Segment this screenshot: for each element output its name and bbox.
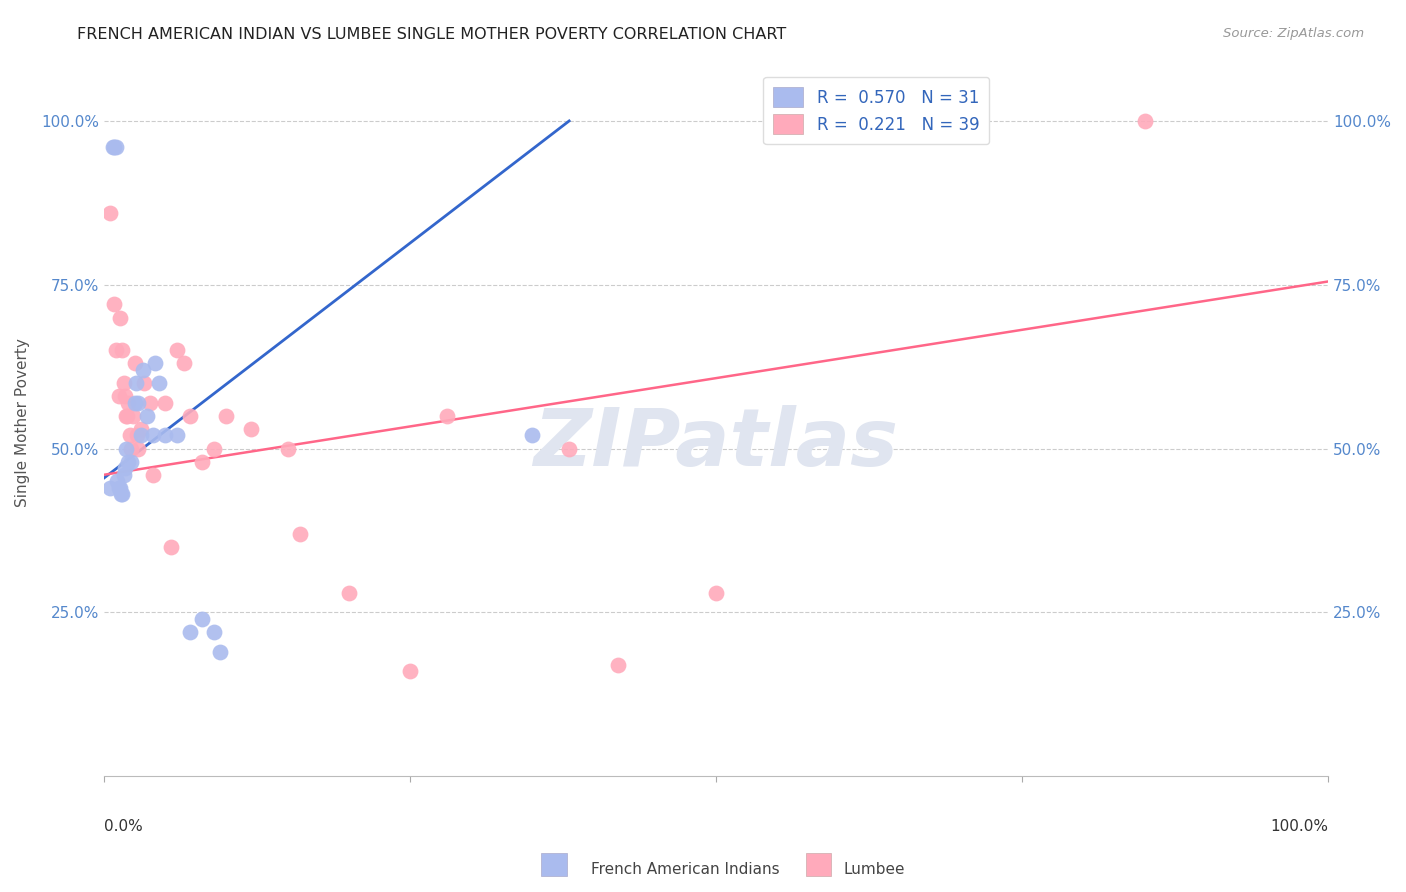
Y-axis label: Single Mother Poverty: Single Mother Poverty — [15, 338, 30, 507]
Point — [107, 389, 129, 403]
Text: 100.0%: 100.0% — [1270, 819, 1329, 834]
Point — [107, 475, 129, 489]
Point — [122, 409, 145, 423]
Text: FRENCH AMERICAN INDIAN VS LUMBEE SINGLE MOTHER POVERTY CORRELATION CHART: FRENCH AMERICAN INDIAN VS LUMBEE SINGLE … — [77, 27, 786, 42]
Text: Lumbee: Lumbee — [844, 863, 905, 877]
Point — [191, 612, 214, 626]
Point — [142, 428, 165, 442]
Point — [120, 455, 142, 469]
Point — [337, 585, 360, 599]
Point — [118, 428, 141, 442]
Point — [112, 467, 135, 482]
Point — [115, 409, 138, 423]
Point — [166, 343, 188, 358]
Point — [120, 442, 142, 456]
Point — [142, 467, 165, 482]
Point — [1133, 114, 1156, 128]
Point — [108, 481, 131, 495]
Point — [209, 645, 232, 659]
Point — [173, 356, 195, 370]
Point — [153, 395, 176, 409]
Point — [134, 376, 156, 390]
Point — [110, 487, 132, 501]
Point — [129, 422, 152, 436]
Point — [522, 428, 544, 442]
Point — [132, 363, 155, 377]
Point — [179, 409, 201, 423]
Point — [124, 395, 146, 409]
Text: French American Indians: French American Indians — [591, 863, 779, 877]
Point — [436, 409, 458, 423]
Point — [101, 140, 124, 154]
Point — [191, 455, 214, 469]
Point — [103, 140, 125, 154]
Point — [704, 585, 727, 599]
Point — [125, 428, 148, 442]
Point — [179, 625, 201, 640]
Point — [129, 428, 152, 442]
Point — [117, 395, 139, 409]
Point — [202, 625, 225, 640]
Point — [852, 114, 875, 128]
Point — [105, 140, 128, 154]
Point — [111, 343, 134, 358]
Point — [277, 442, 299, 456]
Point — [117, 455, 139, 469]
Point — [115, 409, 138, 423]
Point — [399, 665, 422, 679]
Legend: R =  0.570   N = 31, R =  0.221   N = 39: R = 0.570 N = 31, R = 0.221 N = 39 — [763, 77, 990, 145]
Point — [108, 310, 131, 325]
Point — [111, 487, 134, 501]
Point — [160, 540, 183, 554]
Point — [125, 376, 148, 390]
Point — [148, 376, 170, 390]
Point — [239, 422, 262, 436]
Point — [135, 409, 157, 423]
Point — [607, 657, 630, 672]
Point — [127, 395, 149, 409]
Text: 0.0%: 0.0% — [104, 819, 143, 834]
Point — [127, 442, 149, 456]
Point — [153, 428, 176, 442]
Point — [112, 376, 135, 390]
Point — [558, 442, 581, 456]
Point — [145, 356, 167, 370]
Point — [115, 442, 138, 456]
Point — [288, 526, 311, 541]
Point — [98, 481, 121, 495]
Point — [202, 442, 225, 456]
Bar — [806, 854, 831, 876]
Point — [215, 409, 238, 423]
Bar — [541, 854, 567, 876]
Point — [114, 461, 136, 475]
Point — [166, 428, 188, 442]
Point — [124, 356, 146, 370]
Text: Source: ZipAtlas.com: Source: ZipAtlas.com — [1223, 27, 1364, 40]
Point — [114, 389, 136, 403]
Point — [105, 343, 128, 358]
Point — [107, 481, 129, 495]
Point — [103, 297, 125, 311]
Text: ZIPatlas: ZIPatlas — [533, 405, 898, 483]
Point — [98, 205, 121, 219]
Point — [139, 395, 162, 409]
